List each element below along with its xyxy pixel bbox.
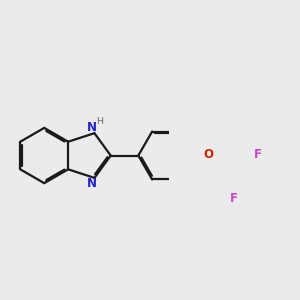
Text: N: N: [87, 121, 97, 134]
Text: O: O: [203, 148, 213, 161]
Text: H: H: [96, 116, 103, 125]
Text: N: N: [87, 178, 97, 190]
Text: F: F: [254, 148, 262, 161]
Text: F: F: [230, 192, 238, 205]
